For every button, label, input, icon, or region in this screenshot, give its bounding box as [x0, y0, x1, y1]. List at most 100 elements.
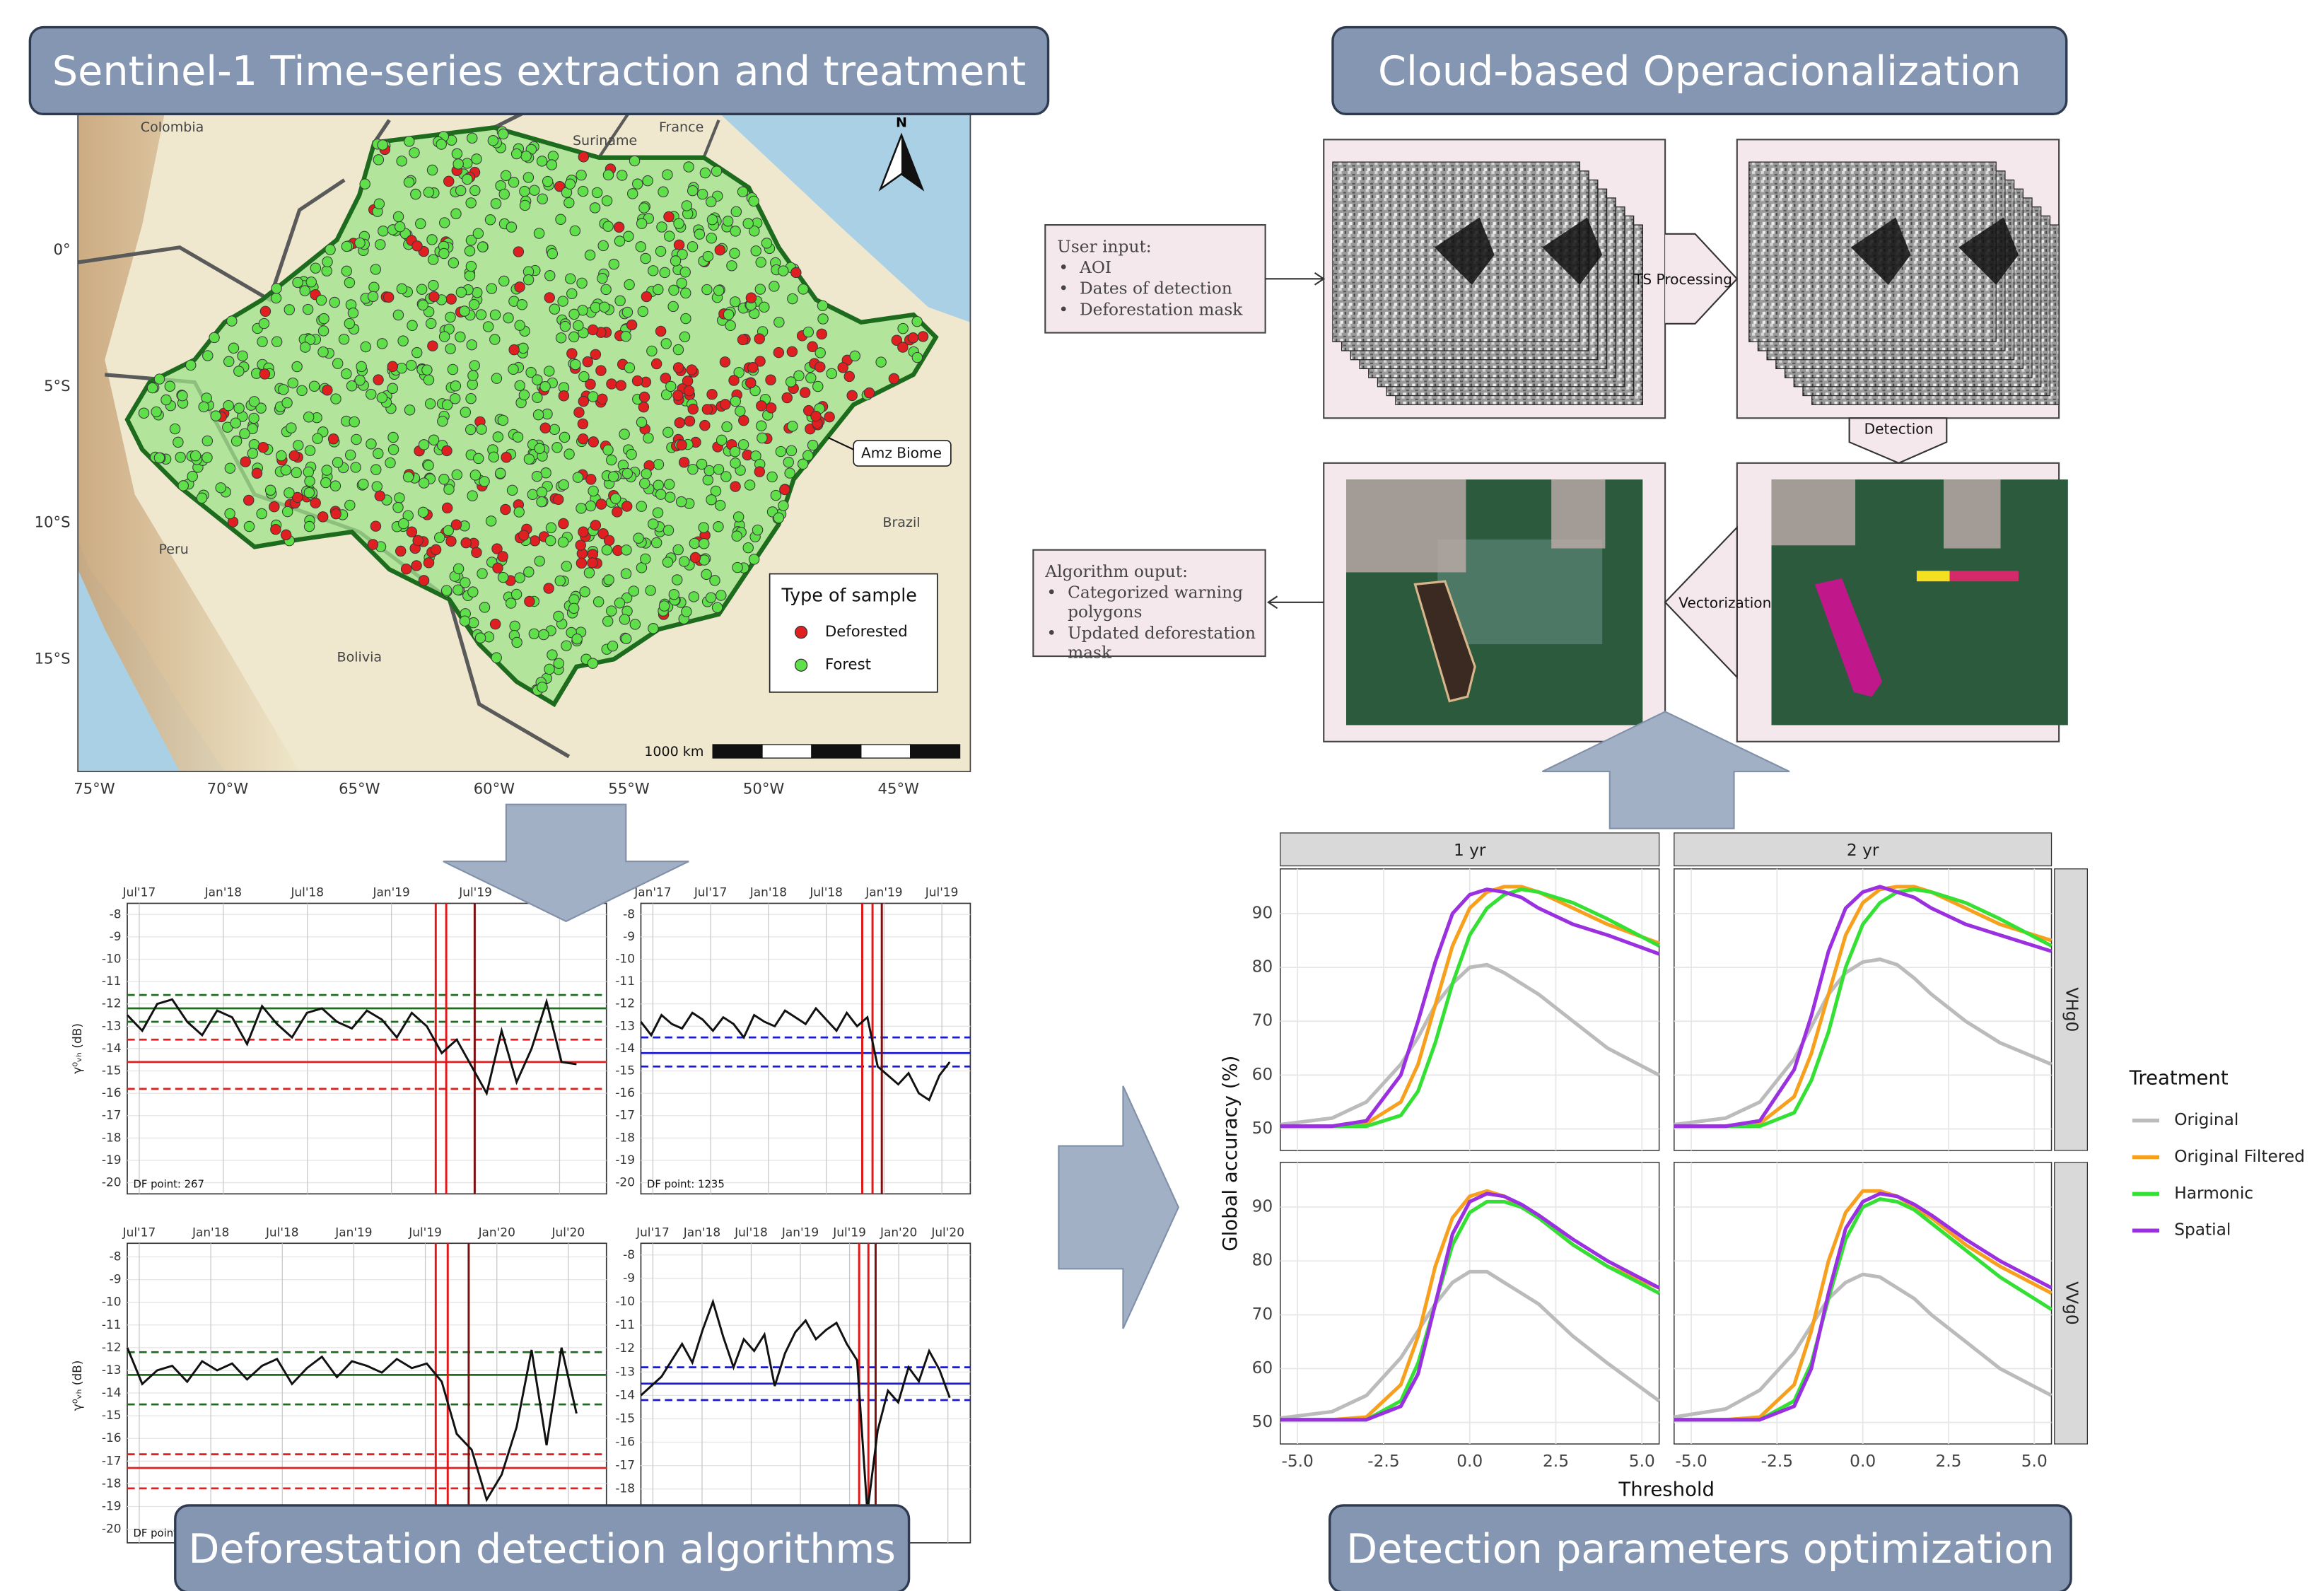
sample-point	[597, 240, 609, 252]
sample-point	[269, 501, 280, 513]
dark-patch	[1850, 217, 1911, 285]
country-label: Bolivia	[337, 650, 383, 665]
sample-point	[733, 366, 745, 378]
sample-point	[785, 376, 797, 387]
sample-point	[779, 484, 790, 496]
sample-point	[210, 410, 221, 421]
sample-point	[223, 400, 234, 412]
sample-point	[318, 313, 329, 325]
sample-point	[805, 372, 817, 384]
sample-point	[428, 291, 440, 303]
ts-y-tick-label: -11	[102, 974, 122, 988]
legend-label: Original Filtered	[2174, 1147, 2305, 1166]
sample-point	[327, 433, 339, 445]
sample-point	[636, 416, 648, 428]
sample-point	[667, 301, 679, 313]
sample-point	[732, 561, 743, 573]
lon-label: 60°W	[474, 780, 515, 798]
sample-point	[709, 575, 720, 586]
sample-point	[518, 530, 530, 541]
sample-point	[725, 320, 736, 332]
sample-point	[606, 378, 617, 390]
sample-point	[600, 284, 612, 296]
sample-point	[417, 506, 429, 518]
sample-point	[284, 487, 295, 499]
sample-point	[452, 158, 464, 170]
sample-point	[701, 404, 713, 415]
sample-point	[650, 537, 662, 549]
sample-point	[672, 390, 684, 401]
sample-point	[418, 439, 430, 450]
sample-point	[373, 374, 384, 385]
warning-polygon	[1413, 580, 1476, 703]
sample-point	[395, 545, 407, 557]
country-label: Peru	[158, 542, 188, 557]
sample-point	[270, 292, 282, 304]
sample-point	[366, 388, 377, 400]
sample-point	[555, 332, 567, 344]
sample-point	[538, 629, 549, 641]
country-label: Brazil	[882, 515, 920, 530]
sample-point	[223, 356, 235, 368]
sample-point	[719, 356, 731, 368]
facet-strip	[1280, 832, 1660, 867]
facet-panel: -5.0 -2.5 0.0 2.5 5.0	[1674, 1162, 2053, 1471]
sample-point	[564, 178, 576, 190]
ts-y-label: γ⁰ᵥₕ (dB)	[70, 1360, 84, 1411]
scale-bar	[761, 744, 812, 759]
sample-point	[621, 501, 633, 512]
sample-point	[687, 241, 699, 252]
io-item: Deforestation mask	[1080, 300, 1243, 319]
sample-point	[737, 334, 749, 346]
sample-point	[450, 208, 462, 220]
sample-point	[373, 198, 385, 209]
sample-point	[711, 165, 723, 177]
sample-point	[523, 566, 535, 578]
sample-point	[701, 284, 713, 296]
sample-point	[783, 456, 794, 468]
sample-point	[683, 161, 694, 173]
sample-point	[623, 231, 634, 243]
sample-point	[164, 380, 176, 392]
accuracy-curve	[1674, 1272, 2053, 1419]
io-item-cont: mask	[1068, 643, 1112, 662]
ts-panel: -8 -9 -10 -11 -12 -13 -14 -15 -16 -17 -18 Jul'17 Jan…	[615, 1225, 971, 1544]
lon-label: 75°W	[74, 780, 115, 798]
sample-point	[394, 221, 406, 233]
x-tick-label: 2.5	[1543, 1452, 1569, 1471]
sample-point	[370, 264, 381, 275]
y-tick-label: 60	[1252, 1065, 1273, 1084]
sample-point	[613, 221, 625, 233]
sample-point	[570, 359, 581, 371]
sample-point	[281, 397, 293, 409]
sample-point	[888, 373, 900, 385]
sample-point	[602, 169, 614, 181]
sample-point	[347, 307, 359, 319]
sample-point	[436, 139, 447, 150]
y-tick-label: 60	[1252, 1358, 1273, 1377]
sample-point	[291, 361, 303, 373]
ts-panel-bg	[640, 1242, 971, 1544]
lat-label: 0°	[53, 240, 70, 258]
sample-point	[497, 128, 509, 140]
sample-point	[329, 296, 340, 308]
ts-panel: -8 -9 -10 -11 -12 -13 -14 -15 -16 -17 -18 -19 -20 Jan…	[615, 885, 971, 1195]
sample-point	[474, 632, 486, 643]
df-point-note: DF point: 1235	[647, 1179, 725, 1191]
sample-point	[713, 464, 725, 475]
sample-point	[696, 458, 708, 470]
sample-point	[620, 568, 632, 580]
sample-point	[198, 401, 209, 413]
sample-point	[655, 325, 667, 337]
sample-point	[418, 575, 430, 586]
sample-point	[688, 591, 700, 602]
sample-point	[749, 225, 760, 237]
sample-point	[411, 560, 422, 571]
sample-point	[863, 387, 875, 399]
ts-y-tick-label: -15	[615, 1063, 635, 1078]
sample-point	[816, 328, 827, 340]
sample-point	[228, 342, 240, 354]
ts-x-tick-label: Jul'18	[265, 1225, 299, 1239]
sample-point	[320, 477, 332, 489]
sample-point	[460, 577, 471, 588]
